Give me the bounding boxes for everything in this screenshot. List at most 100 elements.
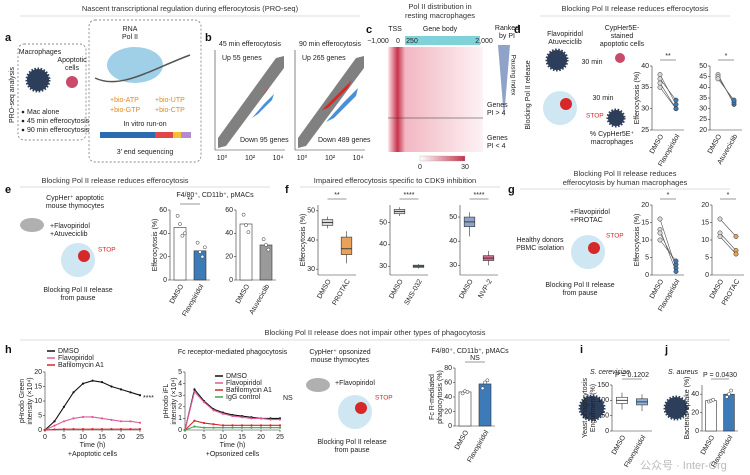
polii-icon <box>560 98 572 110</box>
dashed-box <box>88 19 202 163</box>
point <box>91 415 94 419</box>
x-tick-label: 25 <box>136 434 144 441</box>
y-tick-label: 20 <box>699 127 707 134</box>
time: 30 min <box>592 95 613 102</box>
point <box>231 426 234 429</box>
point <box>202 401 206 404</box>
label: In vitro run-on <box>123 121 166 128</box>
condition: 90 min efferocytosis <box>27 127 90 134</box>
drug: +Flavopiridol <box>335 380 375 387</box>
drug: Flavopiridol <box>547 31 583 38</box>
point <box>250 424 253 427</box>
label: Apoptotic <box>57 57 87 64</box>
watermark: 公众号 · Inter-Org <box>640 459 727 472</box>
legend-label: Flavopiridol <box>226 380 262 387</box>
label: Macrophages <box>19 49 62 56</box>
drug: +PROTAC <box>570 217 603 224</box>
point <box>266 247 271 252</box>
label: Healthy donors <box>516 237 564 244</box>
panel-title: Impaired efferocytosis specific to CDK9 … <box>314 176 476 185</box>
point <box>673 106 679 112</box>
scale-label: 0 <box>418 164 422 171</box>
y-axis-label: pHrodo Green <box>19 379 26 423</box>
stop: STOP <box>586 113 604 120</box>
down-count: Down 95 genes <box>240 137 289 144</box>
x-tick-label: DMSO <box>700 434 717 456</box>
y-tick-label: 0 <box>705 272 709 279</box>
annotation: ** <box>665 53 671 60</box>
point <box>724 395 729 399</box>
x-tick-label: 0 <box>43 434 47 441</box>
plot-title: 45 min efferocytosis <box>219 41 282 48</box>
x-tick-label: 5 <box>202 434 206 441</box>
point <box>100 428 104 431</box>
panel-letter: i <box>580 344 583 356</box>
y-tick-label: 50 <box>379 219 387 226</box>
point <box>729 388 734 393</box>
polii-icon <box>107 47 163 83</box>
label: RNA <box>123 26 138 33</box>
macrophage-icon <box>578 394 606 422</box>
point <box>62 420 66 423</box>
y-tick-label: 50 <box>601 413 609 420</box>
x-tick-label: 0 <box>183 434 187 441</box>
y-axis-label: Efferocytosis (%) <box>300 214 307 267</box>
drug: +Atuveciclib <box>50 231 88 238</box>
y-tick-label: 10 <box>34 398 42 405</box>
y-tick-label: 30 <box>449 262 457 269</box>
y-tick-label: 40 <box>699 84 707 91</box>
gating: F4/80⁺, CD11b⁺, pMACs <box>431 348 509 355</box>
caption: from pause <box>334 447 369 454</box>
point <box>250 417 253 420</box>
point <box>657 72 663 77</box>
bar <box>173 227 187 281</box>
drug: +Flavopiridol <box>50 223 90 230</box>
point <box>231 424 234 427</box>
point <box>269 426 272 429</box>
y-tick-label: 20 <box>691 409 699 416</box>
point <box>119 420 123 423</box>
y-tick-label: 5 <box>178 369 182 376</box>
x-tick-label: 10² <box>245 155 256 162</box>
stop: STOP <box>375 395 393 402</box>
seq-bar <box>100 132 155 138</box>
panel-letter: b <box>205 32 212 44</box>
point <box>240 424 244 427</box>
x-tick-label: DMSO <box>707 133 724 155</box>
point <box>193 419 196 422</box>
position: −1,000 <box>367 38 389 45</box>
polii-icon <box>355 402 367 414</box>
x-tick-label: Flavopiridol <box>181 283 205 318</box>
point <box>657 76 663 82</box>
annotation: **** <box>143 395 154 402</box>
x-tick-label: DMSO <box>454 429 471 451</box>
nucleotide: +bio-CTP <box>155 107 185 114</box>
position: 2,000 <box>475 38 493 45</box>
point <box>485 378 490 383</box>
y-axis-label: intensity (×10⁴) <box>27 377 34 424</box>
x-tick-label: NVP-2 <box>477 278 493 299</box>
organism: S. cerevisiae <box>590 369 630 376</box>
y-tick-label: 20 <box>701 202 709 209</box>
y-tick-label: 60 <box>444 379 452 386</box>
point <box>221 426 225 429</box>
heatmap <box>388 47 483 152</box>
header-top: Nascent transcriptional regulation durin… <box>82 4 299 13</box>
bar <box>458 391 472 427</box>
pair-line <box>719 218 737 237</box>
label: Gene body <box>423 26 458 33</box>
x-tick-label: SNS-032 <box>404 278 424 306</box>
y-axis-label: intensity (×10⁴) <box>171 377 178 424</box>
x-tick-label: DMSO <box>235 283 252 305</box>
y-tick-label: 3 <box>178 392 182 399</box>
x-tick-label: 10 <box>79 434 87 441</box>
y-tick-label: 40 <box>307 237 315 244</box>
point <box>129 391 132 394</box>
seq-bar <box>173 132 181 138</box>
nucleus-icon <box>543 91 577 125</box>
label: stained <box>611 33 634 40</box>
annotation: NS <box>283 395 293 402</box>
point <box>221 424 225 427</box>
point <box>81 415 85 419</box>
cell-icon <box>615 53 625 63</box>
